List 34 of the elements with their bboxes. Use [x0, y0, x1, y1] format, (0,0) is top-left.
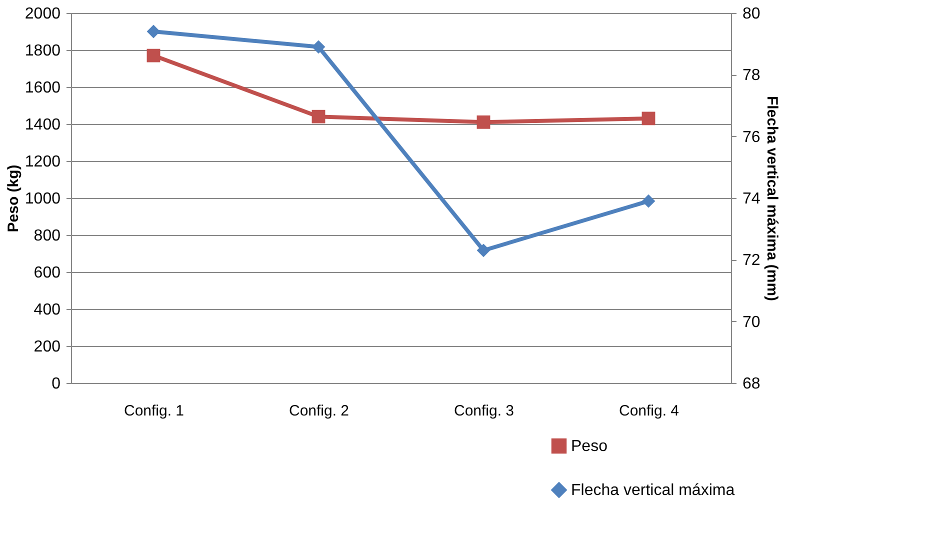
- y-tick-label: 1400: [24, 116, 61, 134]
- y-axis-title: Peso (kg): [4, 164, 22, 232]
- point: [476, 115, 490, 129]
- y2-tick-label: 70: [742, 314, 760, 331]
- point: [146, 24, 160, 38]
- y2-tick-label: 78: [742, 67, 760, 84]
- legend-label: Peso: [571, 438, 608, 455]
- x-tick-label: Config. 1: [124, 402, 184, 420]
- y-tick-label: 800: [34, 228, 61, 244]
- point: [642, 194, 656, 208]
- point: [312, 110, 326, 124]
- y2-axis-title: Flecha vertical máxima (mm): [763, 96, 780, 302]
- x-tick-label: Config. 3: [454, 402, 514, 420]
- point: [476, 244, 490, 258]
- y-tick-label: 1600: [24, 80, 61, 96]
- point: [312, 40, 326, 54]
- y-tick-label: 600: [34, 264, 61, 282]
- y2-tick-label: 80: [742, 6, 760, 22]
- legend-label: Flecha vertical máxima: [571, 482, 735, 499]
- y-tick-label: 0: [52, 376, 61, 392]
- x-tick-label: Config. 4: [618, 402, 680, 420]
- y2-tick-label: 74: [742, 190, 760, 208]
- point: [146, 48, 160, 62]
- y-tick-label: 400: [34, 302, 61, 318]
- y2-tick-label: 76: [742, 128, 760, 146]
- y-tick-label: 1000: [24, 190, 61, 208]
- y-tick-label: 200: [34, 338, 61, 356]
- y-tick-label: 2000: [24, 6, 61, 22]
- y-tick-label: 1200: [24, 154, 61, 170]
- x-tick-label: Config. 2: [288, 402, 350, 420]
- y2-tick-label: 72: [742, 252, 760, 270]
- y-tick-label: 1800: [24, 42, 61, 60]
- point: [642, 112, 656, 126]
- y2-tick-label: 68: [742, 376, 760, 392]
